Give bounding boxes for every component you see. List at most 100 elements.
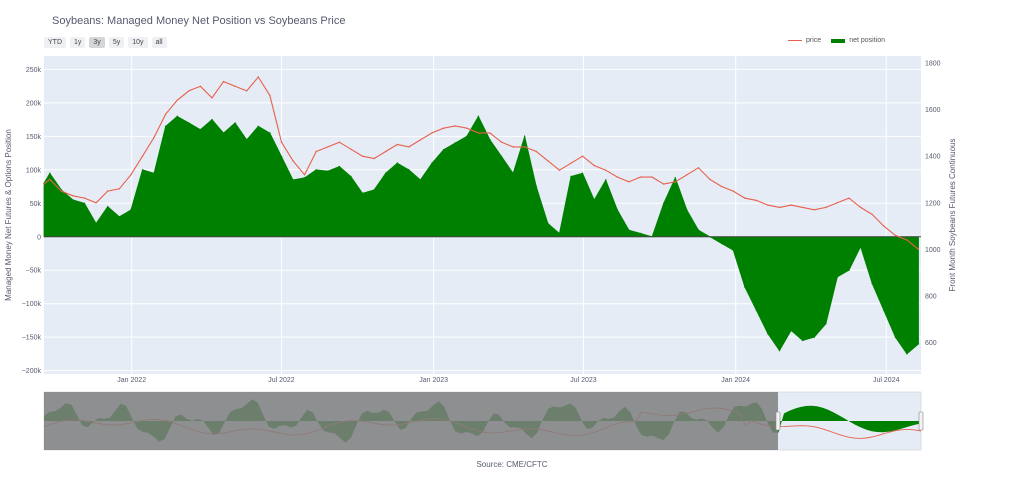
- price-point: [755, 199, 758, 202]
- net-position-point: [500, 155, 503, 158]
- net-position-point: [338, 165, 341, 168]
- net-position-point: [581, 172, 584, 174]
- price-point: [269, 94, 271, 97]
- net-position-point: [199, 128, 202, 131]
- source-note: Source: CME/CFTC: [476, 460, 548, 469]
- price-point: [141, 155, 144, 157]
- net-position-point: [130, 209, 132, 211]
- price-point: [894, 234, 897, 237]
- net-position-point: [790, 329, 792, 332]
- price-point: [697, 167, 700, 169]
- y-axis-title: Managed Money Net Futures & Options Posi…: [4, 129, 13, 301]
- x-tick-label: Jul 2022: [268, 377, 295, 384]
- price-point: [663, 183, 665, 185]
- x-tick-label: Jan 2023: [419, 377, 448, 384]
- y-tick-label: −200k: [22, 368, 42, 375]
- price-point: [280, 141, 283, 143]
- price-point: [118, 188, 121, 190]
- price-point: [778, 206, 781, 209]
- price-point: [222, 80, 225, 83]
- price-point: [153, 136, 155, 139]
- price-point: [859, 206, 862, 209]
- price-point: [431, 132, 433, 134]
- net-position-point: [778, 349, 781, 352]
- price-point: [338, 141, 341, 143]
- price-point: [257, 76, 259, 78]
- net-position-point: [315, 169, 317, 171]
- y2-axis-title: Front Month Soybeans Futures Continuous: [948, 139, 957, 292]
- price-point: [164, 113, 167, 115]
- net-position-point: [176, 115, 178, 118]
- net-position-point: [535, 185, 537, 188]
- range-button-ytd[interactable]: YTD: [44, 37, 66, 48]
- price-point: [535, 150, 537, 153]
- net-position-point: [848, 269, 850, 271]
- net-position-point: [570, 175, 572, 178]
- y2-tick-label: 1200: [925, 200, 941, 207]
- price-point: [303, 174, 306, 176]
- net-position-point: [246, 139, 248, 141]
- net-position-point: [477, 115, 480, 118]
- net-position-point: [906, 353, 908, 355]
- net-position-point: [639, 232, 642, 235]
- range-slider[interactable]: [43, 391, 924, 451]
- net-position-point: [419, 179, 422, 181]
- net-position-point: [164, 125, 167, 128]
- range-button-3y[interactable]: 3y: [89, 37, 105, 48]
- price-point: [825, 206, 827, 209]
- y2-tick-label: 600: [925, 340, 937, 347]
- legend-label-net-position: net position: [849, 37, 885, 44]
- net-position-point: [593, 199, 595, 201]
- price-point: [95, 202, 97, 204]
- net-position-point: [894, 336, 897, 338]
- net-position-point: [442, 149, 445, 151]
- price-point: [442, 127, 445, 129]
- range-button-all[interactable]: all: [151, 37, 167, 48]
- net-position-point: [107, 205, 109, 208]
- price-point: [234, 85, 236, 88]
- range-slider-mask: [44, 392, 778, 450]
- price-point: [720, 185, 723, 188]
- net-position-point: [257, 125, 259, 128]
- range-slider-right-handle[interactable]: [918, 411, 924, 431]
- net-position-point: [234, 122, 236, 124]
- net-position-point: [697, 229, 700, 231]
- range-button-1y[interactable]: 1y: [70, 37, 86, 48]
- price-point: [709, 178, 711, 181]
- price-point: [176, 99, 178, 102]
- price-point: [60, 190, 63, 192]
- price-point: [43, 183, 45, 185]
- net-position-point: [141, 169, 144, 171]
- price-point: [605, 169, 607, 171]
- legend-item-net-position[interactable]: net position: [831, 37, 885, 44]
- range-button-5y[interactable]: 5y: [108, 37, 125, 48]
- price-point: [790, 204, 792, 206]
- price-point: [651, 176, 653, 178]
- price-point: [130, 174, 132, 176]
- range-slider-left-handle[interactable]: [775, 411, 781, 431]
- price-point: [883, 225, 885, 227]
- y2-tick-label: 1000: [925, 247, 941, 254]
- y-tick-label: 200k: [26, 100, 42, 107]
- range-button-10y[interactable]: 10y: [128, 37, 148, 48]
- price-point: [500, 141, 503, 143]
- net-position-point: [361, 192, 364, 194]
- price-point: [199, 85, 202, 88]
- legend-item-price[interactable]: price: [788, 37, 821, 44]
- y2-tick-label: 800: [925, 293, 937, 300]
- net-position-point: [222, 132, 225, 134]
- price-point: [489, 132, 491, 134]
- price-point: [593, 164, 595, 167]
- net-position-point: [720, 242, 723, 245]
- net-position-point: [153, 172, 155, 174]
- y-tick-label: 0: [37, 234, 41, 241]
- net-position-point: [95, 222, 97, 225]
- net-position-point: [350, 175, 352, 178]
- price-point: [361, 155, 364, 157]
- net-position-point: [373, 189, 375, 191]
- net-position-point: [60, 189, 63, 191]
- price-point: [188, 90, 190, 92]
- net-position-point: [732, 249, 734, 251]
- price-point: [350, 148, 352, 150]
- net-position-point: [188, 122, 190, 124]
